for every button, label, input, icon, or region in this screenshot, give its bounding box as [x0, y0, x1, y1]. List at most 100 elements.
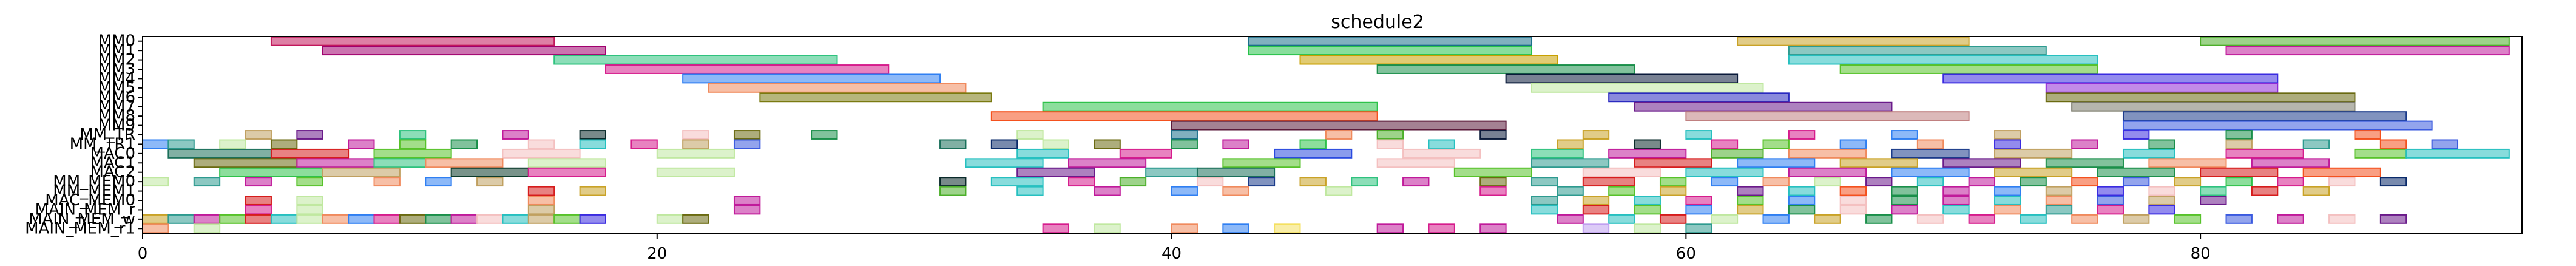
task-bar	[1634, 101, 1893, 112]
task-bar	[2071, 139, 2098, 149]
task-bar	[373, 158, 427, 168]
task-bar	[1634, 223, 1661, 234]
task-bar	[2431, 139, 2459, 149]
task-bar	[527, 205, 555, 215]
task-bar	[1711, 148, 1764, 159]
task-bar	[1557, 139, 1584, 149]
task-bar	[1814, 177, 1841, 187]
task-bar	[373, 214, 401, 224]
task-bar	[1016, 167, 1095, 177]
task-bar	[1891, 196, 1918, 205]
task-bar	[193, 223, 221, 234]
task-bar	[1094, 223, 1121, 234]
category-label: MM3	[98, 60, 135, 78]
task-bar	[2148, 205, 2175, 215]
category-label: MM_MEM1	[53, 182, 135, 200]
task-bar	[708, 83, 967, 93]
task-bar	[2328, 214, 2356, 224]
task-bar	[348, 214, 375, 224]
category-label: MM9	[98, 117, 135, 135]
category-label: MM5	[98, 79, 135, 97]
task-bar	[1402, 177, 1430, 187]
task-bar	[2122, 214, 2150, 224]
task-bar	[2225, 46, 2510, 56]
task-bar	[1788, 186, 1816, 196]
task-bar	[2122, 177, 2150, 187]
task-bar	[2302, 186, 2330, 196]
task-bar	[425, 158, 504, 168]
task-bar	[2071, 101, 2356, 112]
task-bar	[2122, 148, 2175, 159]
task-bar	[1171, 186, 1198, 196]
task-bar	[193, 214, 221, 224]
category-label: MM_TR1	[70, 135, 135, 153]
task-bar	[1942, 186, 1970, 196]
task-bar	[1685, 205, 1712, 215]
task-bar	[939, 186, 967, 196]
task-bar	[1016, 130, 1044, 140]
task-bar	[1634, 158, 1712, 168]
task-bar	[1994, 186, 2021, 196]
task-bar	[2251, 186, 2279, 196]
task-bar	[1891, 205, 1918, 215]
task-bar	[2277, 177, 2304, 187]
task-bar	[296, 214, 323, 224]
task-bar	[1351, 177, 1378, 187]
task-bar	[1711, 139, 1739, 149]
task-bar	[399, 139, 427, 149]
task-bar	[2174, 214, 2202, 224]
task-bar	[1942, 158, 2021, 168]
task-bar	[2200, 186, 2227, 196]
task-bar	[1968, 214, 1996, 224]
task-bar	[527, 196, 555, 205]
task-bar	[1094, 186, 1121, 196]
task-bar	[450, 214, 478, 224]
task-bar	[811, 130, 838, 140]
task-bar	[2122, 120, 2433, 131]
task-bar	[1376, 223, 1404, 234]
category-label: MM6	[98, 88, 135, 106]
task-bar	[1428, 139, 1455, 149]
task-bar	[1453, 167, 1533, 177]
task-bar	[1839, 64, 2098, 74]
category-label: MAC1	[90, 154, 135, 172]
task-bar	[1737, 36, 1970, 46]
task-bar	[682, 130, 709, 140]
task-bar	[1531, 158, 1610, 168]
task-bar	[1325, 130, 1353, 140]
task-bar	[245, 196, 272, 205]
task-bar	[2148, 158, 2227, 168]
task-bar	[296, 205, 323, 215]
task-bar	[605, 64, 890, 74]
task-bar	[527, 158, 607, 168]
task-bar	[1145, 167, 1198, 177]
task-bar	[2225, 139, 2253, 149]
task-bar	[1634, 139, 1661, 149]
task-bar	[373, 177, 401, 187]
task-bar	[2225, 130, 2253, 140]
task-bar	[1608, 92, 1790, 103]
task-bar	[502, 148, 581, 159]
task-bar	[245, 214, 272, 224]
task-bar	[1608, 148, 1687, 159]
category-label: MAC0	[90, 145, 135, 163]
task-bar	[1916, 177, 1944, 187]
task-bar	[193, 158, 298, 168]
task-bar	[2354, 130, 2381, 140]
task-bar	[1762, 177, 1790, 187]
task-bar	[322, 214, 350, 224]
task-bar	[965, 158, 1044, 168]
task-bar	[270, 148, 350, 159]
task-bar	[1608, 186, 1635, 196]
task-bar	[1094, 139, 1121, 149]
chart-title: schedule2	[1331, 12, 1424, 33]
task-bar	[2200, 36, 2510, 46]
category-label: MM2	[98, 51, 135, 69]
task-bar	[733, 139, 761, 149]
task-bar	[245, 177, 272, 187]
task-bar	[527, 186, 555, 196]
task-bar	[1196, 167, 1276, 177]
task-bar	[1171, 120, 1507, 131]
task-bar	[1891, 167, 1970, 177]
